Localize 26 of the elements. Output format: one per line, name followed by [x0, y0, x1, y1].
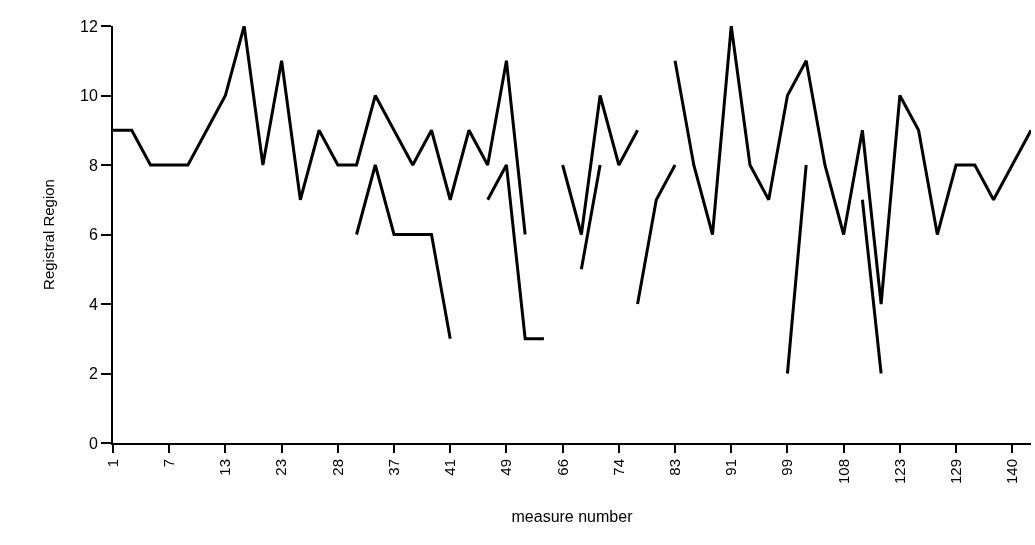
x-tick-label: 49	[497, 459, 515, 476]
x-tick-label: 7	[160, 459, 178, 468]
x-tick-label: 129	[946, 459, 964, 485]
y-tick-label: 0	[88, 434, 98, 452]
x-tick-label: 28	[328, 459, 346, 476]
x-tick-label: 83	[665, 459, 683, 476]
y-axis-title: Registral Region	[39, 179, 57, 290]
y-tick-label: 6	[88, 226, 98, 244]
x-tick-label: 23	[272, 459, 290, 476]
x-tick-label: 13	[216, 459, 234, 476]
x-tick-label: 74	[609, 459, 627, 476]
y-tick-label: 12	[80, 17, 98, 35]
x-tick-label: 140	[1003, 459, 1021, 485]
x-tick-label: 1	[103, 459, 121, 468]
x-tick-label: 41	[441, 459, 459, 476]
x-tick-label: 108	[834, 459, 852, 485]
y-tick-label: 4	[88, 295, 98, 313]
y-tick-label: 10	[80, 87, 98, 105]
x-tick-label: 66	[553, 459, 571, 476]
y-tick-label: 2	[88, 365, 98, 383]
y-tick-label: 8	[88, 156, 98, 174]
x-tick-label: 123	[890, 459, 908, 485]
x-axis-title: measure number	[511, 508, 634, 526]
x-tick-label: 37	[384, 459, 402, 476]
x-tick-label: 91	[722, 459, 740, 476]
x-tick-label: 99	[778, 459, 796, 476]
